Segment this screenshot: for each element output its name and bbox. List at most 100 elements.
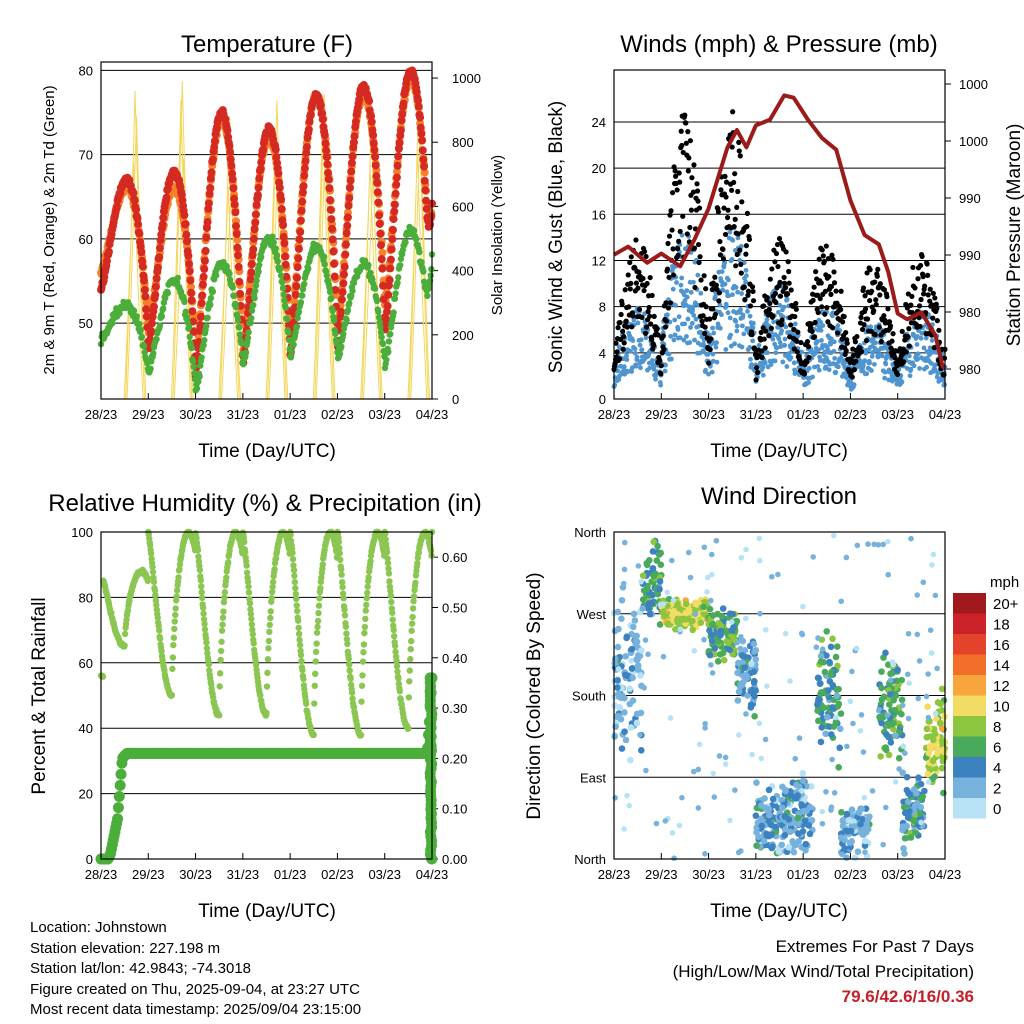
temperature-point-t2m [233, 243, 242, 252]
temperature-point-t2m [229, 184, 238, 193]
direction-point [632, 637, 640, 644]
wind-gust-point [918, 296, 924, 303]
wind-gust-point [924, 261, 930, 267]
wind-gust-point [768, 325, 774, 331]
temperature-point-t2m [281, 260, 290, 269]
wind-gust-point [777, 279, 783, 285]
temperature-point-t2m [202, 233, 211, 242]
rh-point [169, 654, 177, 661]
temperature-point-t2m [129, 189, 138, 198]
rh-point [290, 566, 298, 574]
wind-speed-point [921, 345, 927, 351]
rh-point [358, 682, 366, 689]
direction-point [614, 643, 622, 651]
direction-point [615, 625, 622, 633]
wind-gust-point [649, 292, 655, 299]
direction-ytick-label: North [574, 852, 606, 867]
wind-gust-point [624, 324, 630, 330]
wind-gust-point [885, 306, 891, 312]
wind-gust-point [644, 280, 650, 287]
rh-point [313, 640, 320, 647]
rh-point [198, 583, 205, 590]
temperature-point-td2m [183, 314, 191, 321]
wind-gust-point [788, 287, 794, 293]
temperature-point-t2m [394, 152, 403, 161]
humidity-ytick-label: 20 [79, 787, 93, 802]
wind-gust-point [750, 288, 756, 295]
direction-point [682, 600, 690, 608]
wind-gust-point [736, 148, 742, 154]
humidity-ytick-right-label: 0.50 [442, 600, 467, 615]
wind-gust-point [785, 291, 791, 297]
temperature-point-t2m [337, 307, 346, 316]
wind-speed-point [647, 365, 653, 371]
rh-point [408, 627, 415, 634]
precip-point [115, 768, 127, 780]
temperature-point-t2m [282, 272, 291, 281]
wind-gust-point [750, 298, 757, 304]
wind-speed-point [760, 364, 766, 370]
rh-point [156, 635, 164, 642]
wind-gust-point [661, 346, 667, 352]
wind-gust-point [720, 256, 727, 262]
rh-point [385, 570, 393, 577]
temperature-point-t2m [373, 178, 382, 187]
wind-gust-point [766, 307, 772, 313]
direction-point [730, 635, 737, 643]
wind-gust-point [648, 321, 654, 327]
direction-point [751, 712, 758, 720]
temperature-point-t2m [182, 230, 191, 239]
wind-speed-point [879, 353, 885, 359]
wind-gust-point [734, 204, 740, 210]
wind-gust-point [649, 336, 655, 343]
wind-direction-panel: Wind Direction NorthEastSouthWestNorth28… [524, 483, 1019, 922]
wind-gust-point [876, 324, 882, 330]
wind-gust-point [773, 299, 779, 306]
temperature-point-t2m [370, 145, 379, 154]
temperature-point-t2m [322, 146, 331, 155]
temperature-point-t2m [180, 211, 189, 220]
temperature-point-t2m [153, 263, 162, 272]
temperature-point-t2m [387, 245, 396, 254]
temperature-point-td2m [200, 342, 207, 349]
direction-point [653, 557, 661, 564]
wind-gust-point [710, 306, 716, 312]
rh-point [407, 655, 414, 663]
temperature-point-td2m [130, 307, 138, 314]
direction-point [614, 690, 622, 698]
temperature-point-td2m [255, 268, 262, 276]
temperature-point-t2m [346, 176, 355, 185]
wind-gust-point [625, 272, 631, 278]
rh-point [266, 628, 273, 636]
direction-ytick-label: West [577, 607, 607, 622]
temperature-point-t2m [339, 270, 348, 279]
wind-gust-point [816, 256, 822, 262]
temperature-point-td2m [295, 308, 303, 315]
temperature-point-td2m [395, 274, 402, 281]
wind-gust-point [668, 208, 674, 214]
wind-gust-point [875, 266, 881, 272]
temperature-point-t2m [142, 305, 151, 314]
wind-speed-point [774, 345, 780, 351]
direction-point [769, 843, 776, 850]
direction-point [614, 677, 621, 684]
temperature-point-td2m [418, 258, 425, 266]
wind-speed-point [643, 335, 649, 341]
temperature-point-td2m [244, 334, 252, 342]
wind-gust-point [617, 319, 623, 326]
direction-point [706, 651, 714, 659]
temperature-point-t2m [102, 257, 111, 266]
direction-point [725, 639, 732, 647]
wind-gust-point [629, 324, 635, 330]
direction-ytick-label: North [574, 525, 606, 540]
rh-point [196, 566, 204, 574]
wind-gust-point [621, 340, 627, 346]
temperature-point-td2m [209, 288, 217, 295]
direction-point [697, 619, 705, 627]
temperature-point-td2m [193, 385, 201, 392]
wind-gust-point [770, 313, 776, 319]
rh-point [405, 694, 413, 701]
wind-gust-point [665, 305, 672, 311]
rh-point [319, 561, 326, 568]
direction-point [738, 652, 746, 659]
